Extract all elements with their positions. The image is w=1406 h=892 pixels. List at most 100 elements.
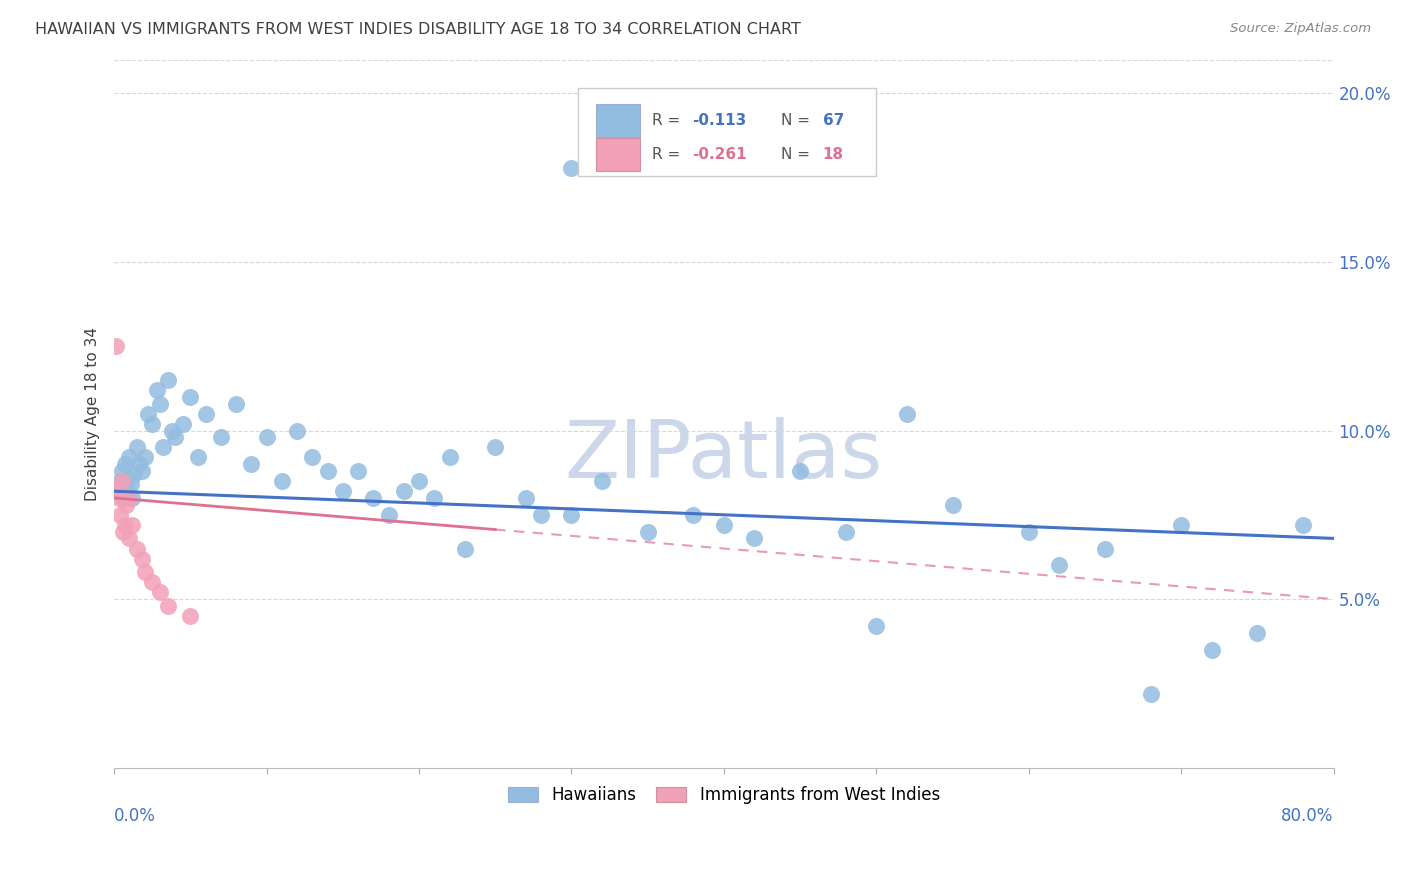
- Point: [713, 517, 735, 532]
- Point: [1094, 541, 1116, 556]
- Point: [179, 609, 201, 624]
- Point: [120, 477, 142, 491]
- Point: [515, 491, 537, 505]
- Point: [194, 407, 217, 421]
- Text: -0.261: -0.261: [692, 147, 747, 162]
- Text: HAWAIIAN VS IMMIGRANTS FROM WEST INDIES DISABILITY AGE 18 TO 34 CORRELATION CHAR: HAWAIIAN VS IMMIGRANTS FROM WEST INDIES …: [35, 22, 801, 37]
- FancyBboxPatch shape: [596, 138, 640, 170]
- Point: [149, 396, 172, 410]
- Point: [1018, 524, 1040, 539]
- Text: 80.0%: 80.0%: [1281, 806, 1334, 824]
- Point: [134, 565, 156, 579]
- Point: [125, 541, 148, 556]
- Point: [165, 430, 187, 444]
- Point: [105, 339, 128, 353]
- Point: [1139, 686, 1161, 700]
- Point: [121, 517, 143, 532]
- Point: [316, 464, 339, 478]
- Point: [115, 481, 138, 495]
- Point: [118, 450, 141, 465]
- Point: [125, 441, 148, 455]
- Point: [1201, 642, 1223, 657]
- Point: [209, 430, 232, 444]
- Point: [118, 532, 141, 546]
- Text: R =: R =: [652, 147, 685, 162]
- Text: N =: N =: [782, 113, 815, 128]
- Point: [179, 390, 201, 404]
- Text: -0.113: -0.113: [692, 113, 747, 128]
- Text: Source: ZipAtlas.com: Source: ZipAtlas.com: [1230, 22, 1371, 36]
- Point: [111, 464, 134, 478]
- Text: R =: R =: [652, 113, 685, 128]
- Point: [835, 524, 858, 539]
- FancyBboxPatch shape: [578, 88, 876, 177]
- Point: [637, 524, 659, 539]
- Point: [332, 484, 354, 499]
- Point: [146, 383, 169, 397]
- Text: ZIPatlas: ZIPatlas: [565, 417, 883, 495]
- Point: [160, 424, 183, 438]
- Text: 18: 18: [823, 147, 844, 162]
- Point: [115, 498, 138, 512]
- Text: N =: N =: [782, 147, 815, 162]
- Point: [131, 551, 153, 566]
- Point: [134, 450, 156, 465]
- Point: [682, 508, 704, 522]
- Point: [117, 471, 139, 485]
- Point: [423, 491, 446, 505]
- Point: [112, 491, 135, 505]
- Point: [301, 450, 323, 465]
- Point: [560, 508, 582, 522]
- Point: [156, 599, 179, 613]
- Point: [256, 430, 278, 444]
- Point: [110, 474, 132, 488]
- Point: [454, 541, 477, 556]
- Point: [172, 417, 194, 431]
- Legend: Hawaiians, Immigrants from West Indies: Hawaiians, Immigrants from West Indies: [499, 778, 948, 813]
- Point: [107, 484, 129, 499]
- Point: [121, 491, 143, 505]
- Point: [105, 484, 128, 499]
- Point: [744, 532, 766, 546]
- Point: [377, 508, 399, 522]
- Point: [141, 417, 163, 431]
- Point: [114, 457, 136, 471]
- Point: [439, 450, 461, 465]
- Point: [112, 524, 135, 539]
- Point: [1047, 558, 1070, 573]
- Point: [152, 441, 174, 455]
- Point: [1246, 625, 1268, 640]
- Point: [141, 575, 163, 590]
- Point: [941, 498, 963, 512]
- Point: [136, 407, 159, 421]
- Point: [560, 161, 582, 175]
- Point: [107, 491, 129, 505]
- Point: [114, 517, 136, 532]
- Text: 67: 67: [823, 113, 844, 128]
- Text: 0.0%: 0.0%: [114, 806, 156, 824]
- Point: [865, 619, 887, 633]
- Point: [530, 508, 553, 522]
- Point: [789, 464, 811, 478]
- Point: [110, 508, 132, 522]
- Point: [156, 373, 179, 387]
- Y-axis label: Disability Age 18 to 34: Disability Age 18 to 34: [86, 326, 100, 500]
- Point: [392, 484, 415, 499]
- Point: [128, 457, 150, 471]
- Point: [131, 464, 153, 478]
- Point: [225, 396, 247, 410]
- Point: [484, 441, 506, 455]
- Point: [363, 491, 385, 505]
- FancyBboxPatch shape: [596, 104, 640, 136]
- Point: [187, 450, 209, 465]
- Point: [591, 474, 613, 488]
- Point: [111, 474, 134, 488]
- Point: [1170, 517, 1192, 532]
- Point: [122, 467, 145, 482]
- Point: [240, 457, 263, 471]
- Point: [270, 474, 292, 488]
- Point: [896, 407, 918, 421]
- Point: [408, 474, 430, 488]
- Point: [1292, 517, 1315, 532]
- Point: [285, 424, 308, 438]
